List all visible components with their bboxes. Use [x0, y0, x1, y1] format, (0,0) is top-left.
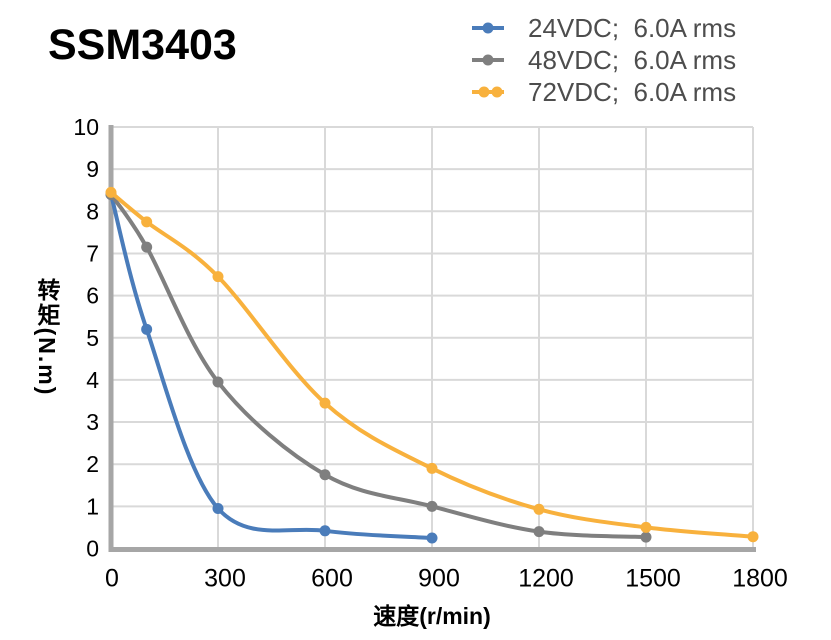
legend: 24VDC; 6.0A rms 48VDC; 6.0A rms 72VDC; 6…: [471, 12, 736, 108]
y-tick-label: 8: [86, 198, 99, 224]
y-tick-label: 7: [86, 240, 99, 266]
data-point-marker: [640, 521, 652, 533]
data-point-marker: [747, 531, 759, 543]
data-point-marker: [105, 186, 117, 198]
y-tick-label: 2: [86, 451, 99, 477]
data-point-marker: [426, 500, 438, 512]
legend-item-48vdc: 48VDC; 6.0A rms: [471, 44, 736, 75]
data-point-marker: [319, 525, 331, 537]
x-tick-label: 1500: [625, 565, 681, 593]
legend-line-marker-icon-24vdc: [472, 22, 504, 33]
y-tick-label: 1: [86, 493, 99, 519]
y-tick-label: 10: [73, 114, 99, 140]
data-point-marker: [426, 532, 438, 544]
data-point-marker: [141, 216, 153, 228]
data-point-marker: [533, 503, 545, 515]
data-point-marker: [640, 531, 652, 543]
x-tick-label: 1200: [518, 565, 574, 593]
y-tick-label: 0: [86, 536, 99, 562]
x-axis-label: 速度(r/min): [373, 603, 491, 629]
data-point-marker: [141, 241, 153, 253]
legend-item-24vdc: 24VDC; 6.0A rms: [471, 12, 736, 43]
series-72vdc: [105, 186, 759, 543]
data-point-marker: [212, 502, 224, 514]
data-point-marker: [319, 469, 331, 481]
x-tick-label: 600: [311, 565, 353, 593]
y-tick-label: 6: [86, 283, 99, 309]
gridlines: [111, 126, 754, 549]
x-tick-label: 1800: [732, 565, 788, 593]
legend-item-72vdc: 72VDC; 6.0A rms: [471, 76, 736, 107]
x-tick-label: 0: [105, 565, 119, 593]
data-point-marker: [212, 376, 224, 388]
x-tick-label: 300: [204, 565, 246, 593]
page-title: SSM3403: [48, 21, 237, 69]
series-48vdc: [105, 188, 652, 543]
y-tick-label: 9: [86, 156, 99, 182]
data-point-marker: [141, 323, 153, 335]
data-point-marker: [426, 462, 438, 474]
y-tick-label: 4: [86, 367, 99, 393]
legend-label-48vdc: 48VDC; 6.0A rms: [528, 44, 737, 75]
tick-labels: 0 1 2 3 4 5 6 7 8 9 10 0 300 600 900 1200 1500 1800: [73, 114, 787, 593]
y-tick-label: 3: [86, 409, 99, 435]
y-tick-label: 5: [86, 325, 99, 351]
legend-line-marker-icon-48vdc: [472, 54, 504, 65]
legend-label-72vdc: 72VDC; 6.0A rms: [528, 76, 737, 107]
legend-label-24vdc: 24VDC; 6.0A rms: [528, 12, 737, 43]
data-point-marker: [319, 397, 331, 409]
legend-line-marker-icon-72vdc: [472, 86, 504, 97]
x-tick-label: 900: [418, 565, 460, 593]
series-24vdc: [105, 188, 438, 544]
data-point-marker: [212, 271, 224, 283]
y-axis-label: 转矩(N.m): [34, 277, 60, 397]
data-point-marker: [533, 526, 545, 538]
